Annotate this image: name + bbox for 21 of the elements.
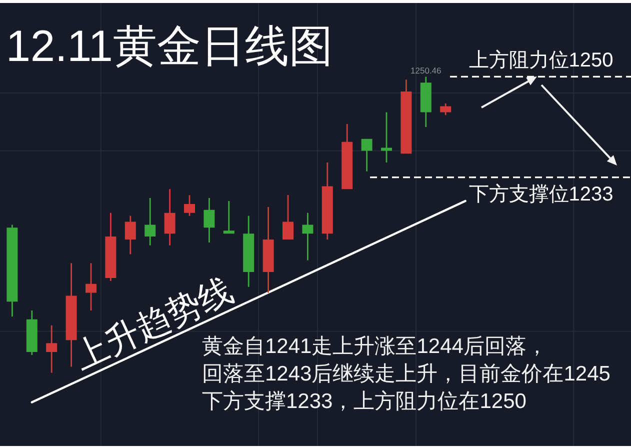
candlestick — [420, 76, 432, 128]
candlestick — [302, 212, 314, 260]
candlestick — [262, 206, 274, 293]
text: 1250.46 — [410, 66, 442, 76]
candlestick — [322, 162, 333, 240]
ref-line-label: 下方支撑位1233 — [468, 182, 614, 206]
annotation: 回落至1243后继续走上升，目前金价在1245 — [202, 362, 610, 386]
annotation: 黄金自1241走上升涨至1244后回落， — [202, 335, 548, 358]
candlestick — [124, 216, 136, 254]
text: 下方支撑1233，上方阻力位在1250 — [202, 390, 526, 413]
candlestick — [243, 216, 254, 287]
candlestick — [204, 198, 215, 242]
candlestick — [223, 201, 234, 234]
candlestick — [46, 325, 58, 373]
candlestick — [66, 263, 77, 367]
candlestick — [105, 212, 116, 281]
ref-line-label: 上方阻力位1250 — [468, 48, 614, 72]
candlestick — [144, 198, 156, 246]
chart-title: 12.11黄金日线图 — [6, 22, 333, 71]
candlestick — [361, 138, 372, 172]
candlestick — [164, 189, 176, 246]
